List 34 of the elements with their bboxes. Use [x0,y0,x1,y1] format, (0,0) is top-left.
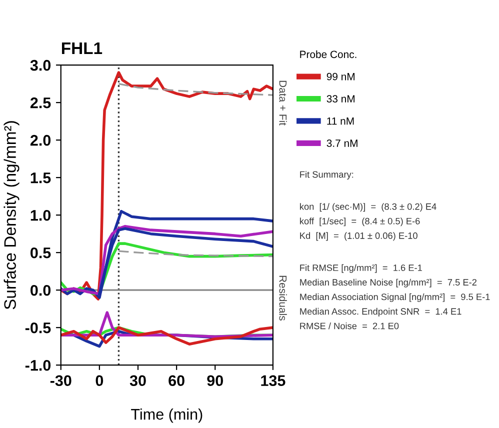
text: Fit RMSE [ng/mm²] = 1.6 E-1 [300,264,422,273]
x-tick-label: 60 [168,375,184,386]
text: kon [1/ (sec·M)] = (8.3 ± 0.2) E4 [300,203,436,212]
y-tick-label: 3.0 [30,60,51,71]
text: RMSE / Noise = 2.1 E0 [300,322,399,330]
y-tick-label: 2.0 [30,134,51,146]
x-tick-label: 30 [130,375,146,386]
y-tick-label: 2.5 [30,97,51,108]
y-tick-label: 0.0 [30,284,51,296]
text: koff [1/sec] = (8.4 ± 0.5) E-6 [300,218,420,226]
y-tick-label: -0.5 [25,322,51,334]
x-tick-label: 0 [96,375,104,386]
y-tick-label: 1.5 [30,172,51,184]
text: Data + Fit [279,80,287,126]
y-axis-title: Surface Density (ng/mm²) [4,121,20,310]
legend-label: 11 nM [327,117,354,125]
y-tick-label: -1.0 [25,360,51,371]
legend-title: Probe Conc. [300,50,356,58]
y-tick-label: 1.0 [30,210,51,221]
y-tick-label: 0.5 [30,247,51,258]
x-tick-label: -30 [50,375,72,386]
x-tick-label: 90 [207,375,223,386]
chart-title: FHL1 [62,42,102,54]
text: Median Assoc. Endpoint SNR = 1.4 E1 [300,308,462,316]
text: Residuals [279,276,287,320]
legend-label: 33 nM [326,95,354,102]
text: Fit Summary: [300,170,354,180]
text: Median Association Signal [ng/mm²] = 9.5 E-1 [300,293,490,302]
text: Kd [M] = (1.01 ± 0.06) E-10 [300,232,418,241]
legend-label: 3.7 nM [326,140,358,147]
x-axis-title: Time (min) [131,408,202,423]
legend-label: 99 nM [326,72,354,80]
x-tick-label: 135 [261,375,286,386]
text: Median Baseline Noise [ng/mm²] = 7.5 E-2 [300,278,476,288]
